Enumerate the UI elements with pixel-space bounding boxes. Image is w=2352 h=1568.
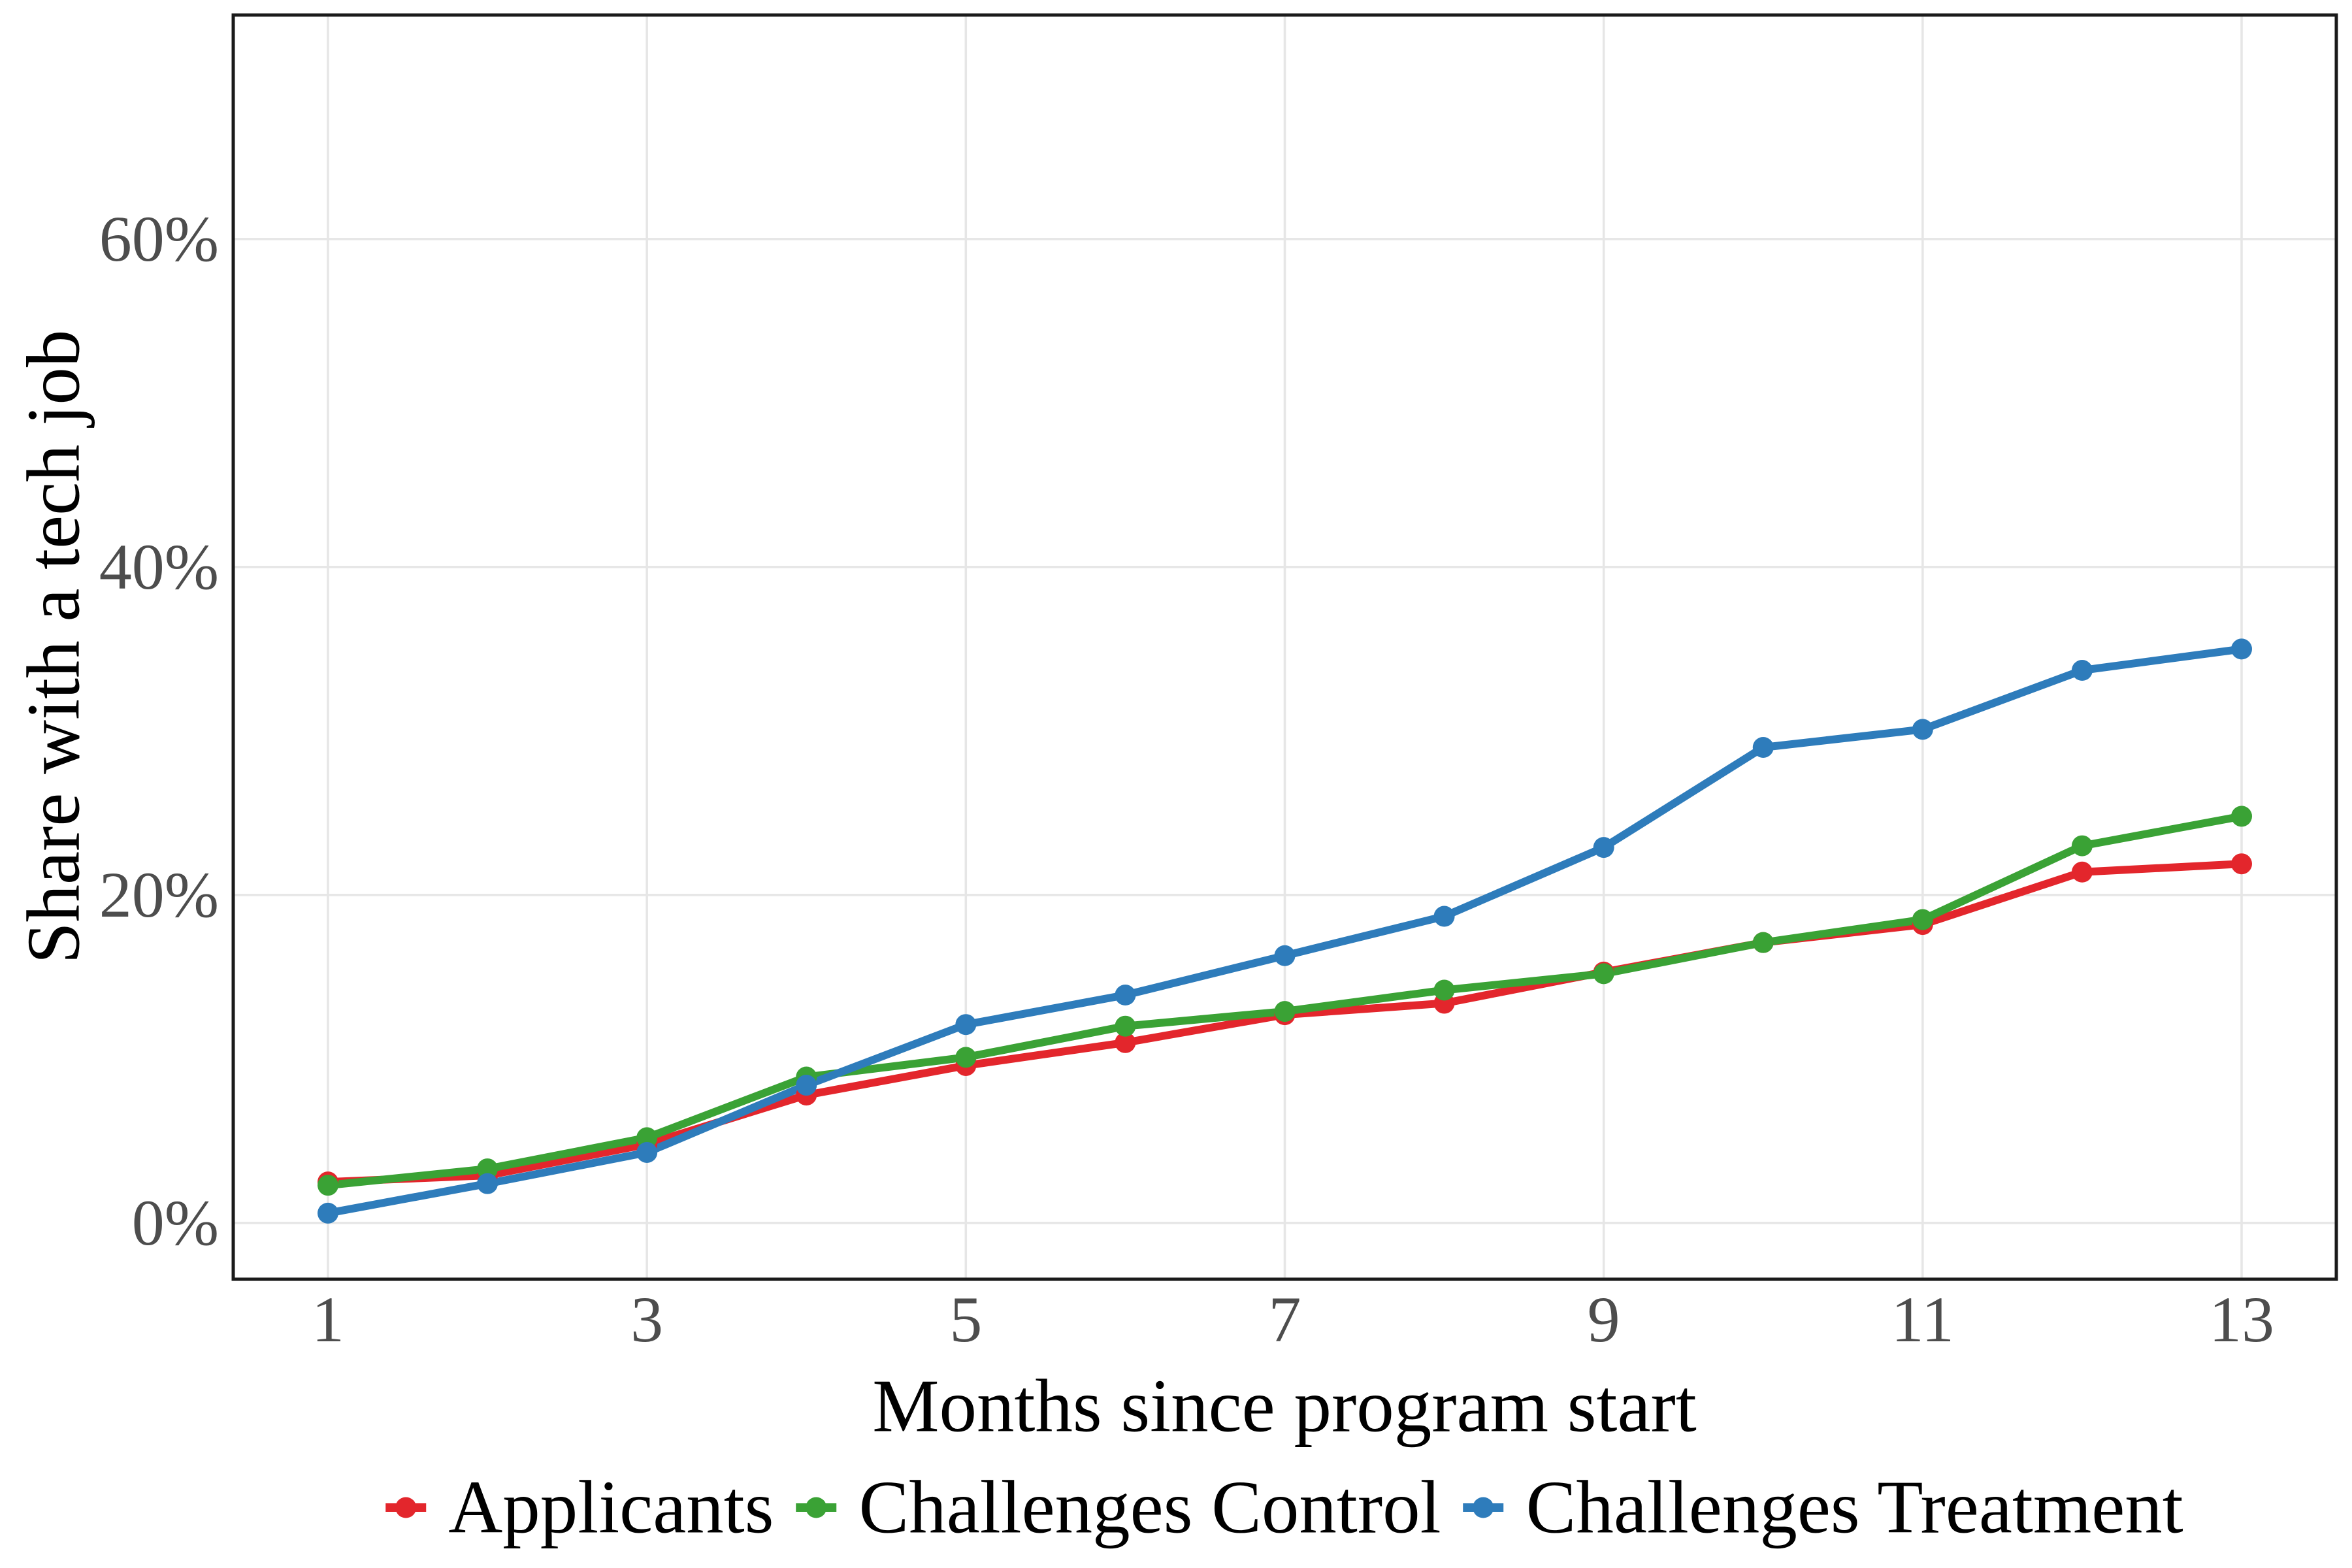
data-point-challenges-control-m11 [1912, 909, 1933, 930]
data-point-challenges-treatment-m8 [1433, 906, 1455, 927]
data-point-challenges-treatment-m13 [2231, 638, 2253, 660]
data-point-challenges-treatment-m3 [636, 1141, 658, 1163]
data-point-applicants-m6 [1115, 1032, 1136, 1053]
legend-label-challenges-treatment: Challenges Treatment [1526, 1465, 2183, 1549]
data-point-challenges-treatment-m10 [1752, 736, 1774, 758]
y-tick-label-20: 20% [99, 858, 219, 931]
data-point-challenges-treatment-m5 [955, 1014, 977, 1036]
data-point-challenges-control-m1 [317, 1175, 338, 1196]
data-point-applicants-m13 [2231, 853, 2253, 875]
data-point-challenges-treatment-m12 [2071, 660, 2093, 681]
x-tick-label-11: 11 [1891, 1283, 1954, 1356]
data-point-challenges-control-m6 [1115, 1015, 1136, 1037]
legend-key-dot [395, 1497, 417, 1518]
data-point-challenges-control-m13 [2231, 806, 2253, 827]
x-tick-label-9: 9 [1587, 1283, 1620, 1356]
panel-border [231, 13, 2338, 1281]
data-point-challenges-treatment-m6 [1115, 985, 1136, 1006]
data-point-challenges-control-m8 [1433, 979, 1455, 1001]
data-point-applicants-m12 [2071, 861, 2093, 883]
legend-key-challenges-treatment-icon [1463, 1497, 1504, 1518]
legend-entry-applicants: Applicants [385, 1470, 774, 1545]
y-tick-label-40: 40% [99, 530, 219, 603]
data-point-challenges-treatment-m11 [1912, 719, 1933, 740]
legend-key-challenges-control-icon [796, 1497, 837, 1518]
legend: Applicants Challenges Control Challenges… [385, 1470, 2183, 1545]
legend-entry-challenges-treatment: Challenges Treatment [1463, 1470, 2183, 1545]
data-point-challenges-control-m12 [2071, 835, 2093, 857]
data-point-challenges-control-m3 [636, 1127, 658, 1149]
x-tick-label-7: 7 [1268, 1283, 1301, 1356]
y-axis-title: Share with a tech job [12, 329, 95, 964]
x-tick-label-13: 13 [2209, 1283, 2274, 1356]
data-point-challenges-control-m2 [477, 1158, 498, 1180]
legend-label-applicants: Applicants [448, 1465, 774, 1549]
y-tick-label-60: 60% [99, 202, 219, 275]
legend-key-dot [806, 1497, 827, 1518]
legend-entry-challenges-control: Challenges Control [796, 1470, 1441, 1545]
data-point-challenges-control-m10 [1752, 932, 1774, 953]
data-point-challenges-control-m9 [1593, 963, 1614, 985]
data-point-challenges-treatment-m2 [477, 1173, 498, 1194]
x-tick-label-1: 1 [311, 1283, 344, 1356]
x-tick-label-3: 3 [630, 1283, 664, 1356]
x-axis-title: Months since program start [872, 1364, 1697, 1448]
x-tick-label-5: 5 [949, 1283, 983, 1356]
y-tick-label-0: 0% [131, 1186, 219, 1259]
data-point-challenges-treatment-m4 [796, 1075, 817, 1096]
data-point-challenges-treatment-m7 [1274, 945, 1296, 966]
data-point-challenges-control-m7 [1274, 1001, 1296, 1022]
legend-key-dot [1473, 1497, 1494, 1518]
legend-key-applicants-icon [385, 1497, 427, 1518]
legend-label-challenges-control: Challenges Control [858, 1465, 1441, 1549]
data-point-challenges-control-m5 [955, 1047, 977, 1068]
data-point-challenges-treatment-m9 [1593, 837, 1614, 858]
data-point-challenges-treatment-m1 [317, 1202, 338, 1224]
